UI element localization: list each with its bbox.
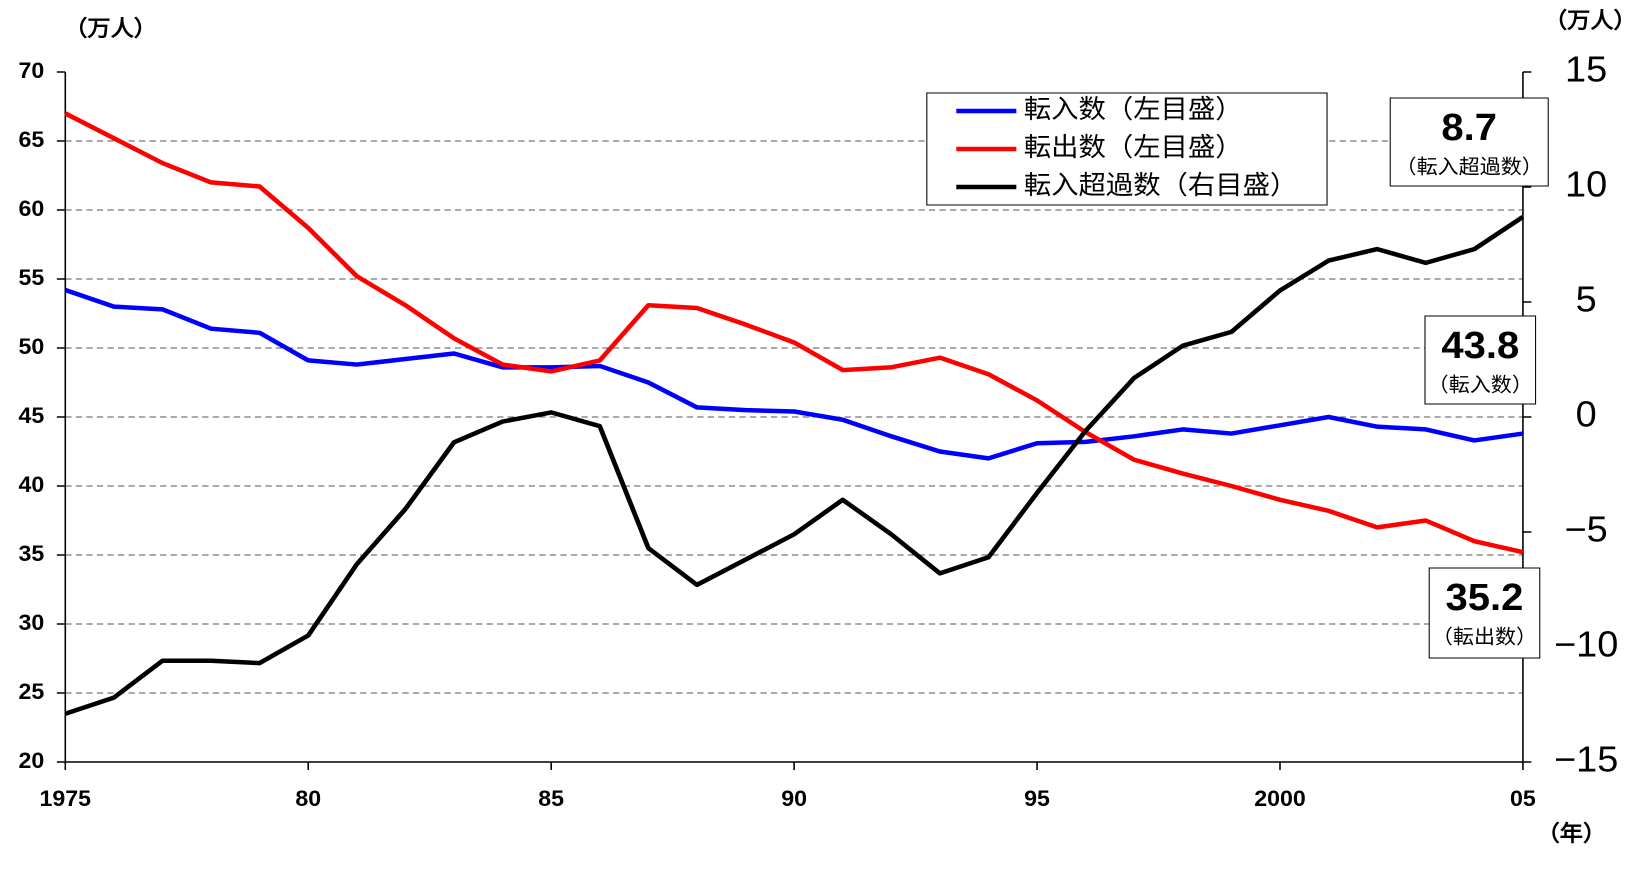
y-tick-label: 70 — [18, 58, 44, 82]
series-line — [64, 287, 1524, 461]
annotation-value: 35.2 — [1446, 577, 1524, 619]
x-tick-label: 85 — [538, 786, 564, 810]
annotation-box — [1389, 97, 1549, 187]
legend-label: 転入超過数（右目盛） — [1024, 170, 1298, 199]
y2-tick-label: −10 — [1554, 624, 1618, 664]
y2-tick-label: −5 — [1565, 509, 1608, 549]
annotation-value: 8.7 — [1441, 107, 1497, 149]
annotation-note: （転入数） — [1428, 374, 1533, 396]
annotation-note: （転出数） — [1432, 626, 1537, 648]
y2-axis-label: （万人） — [1544, 8, 1637, 32]
y2-tick-label: −15 — [1554, 739, 1618, 779]
legend-label: 転出数（左目盛） — [1024, 132, 1243, 161]
legend-label: 転入数（左目盛） — [1024, 94, 1243, 123]
y-tick-label: 40 — [18, 472, 44, 496]
y-tick-label: 25 — [18, 679, 44, 703]
series-line — [64, 215, 1525, 716]
y-tick-label: 50 — [18, 334, 44, 358]
x-tick-label: 80 — [295, 786, 321, 810]
y-axis-label: （万人） — [64, 16, 157, 40]
y2-tick-label: 15 — [1565, 49, 1607, 89]
annotation-note: （転入超過数） — [1396, 156, 1543, 178]
annotation-box — [1424, 315, 1537, 405]
y2-tick-label: 5 — [1576, 279, 1597, 319]
x-tick-label: 1975 — [40, 786, 92, 810]
y-tick-label: 20 — [18, 748, 44, 772]
y-tick-label: 55 — [18, 265, 44, 289]
annotation-value: 43.8 — [1441, 325, 1519, 367]
y-tick-label: 60 — [18, 196, 44, 220]
x-axis-label: （年） — [1537, 820, 1606, 845]
x-tick-label: 95 — [1024, 786, 1050, 810]
y-tick-label: 30 — [18, 610, 44, 634]
series-line — [64, 111, 1524, 555]
x-tick-label: 2000 — [1254, 786, 1306, 810]
y2-tick-label: 10 — [1565, 164, 1607, 204]
y-tick-label: 35 — [18, 541, 44, 565]
x-tick-label: 90 — [781, 786, 807, 810]
annotation-box — [1428, 567, 1541, 659]
x-tick-label: 05 — [1510, 786, 1536, 810]
y-tick-label: 45 — [18, 403, 44, 427]
y2-tick-label: 0 — [1576, 394, 1597, 434]
y-tick-label: 65 — [18, 127, 44, 151]
